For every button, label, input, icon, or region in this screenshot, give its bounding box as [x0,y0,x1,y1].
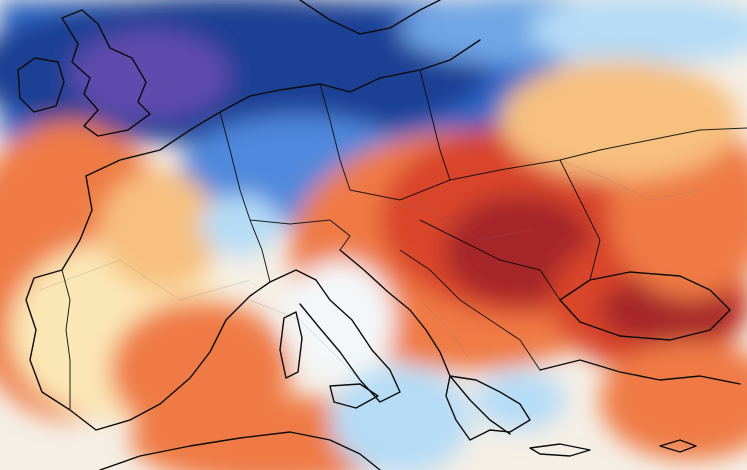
admin-line [379,199,531,241]
turkey-coast [539,359,741,385]
coastlines [17,0,741,470]
border-france-germany [219,111,271,283]
cool-anomaly-italy [285,260,395,380]
cool-north-east [530,0,747,65]
sicily-coast [329,383,379,409]
purple-cold-core [70,30,230,120]
border-hungary-romania [419,219,561,301]
warm-anomaly-france [100,170,220,290]
admin-line [39,259,251,301]
hot-north-east [500,60,740,180]
sardinia-coast [279,311,303,379]
iberia-coast [25,175,271,431]
admin-line [249,299,361,381]
cyprus-coast [659,439,697,453]
border-poland-east [419,69,451,181]
scandinavia-coast [299,0,441,35]
cool-anomaly-mediterranean [330,365,470,470]
border-ukraine [559,159,601,281]
crete-coast [529,443,591,457]
black-sea-coast [559,271,731,341]
border-germany-poland [319,83,351,191]
admin-boundaries [39,159,701,381]
admin-line [559,159,701,201]
italy-coast [269,269,401,403]
north-africa-coast [99,431,381,470]
greece-coast [445,375,531,441]
country-borders [61,69,747,410]
border-spain-portugal [61,269,71,410]
admin-line [419,299,471,361]
cool-alps [200,195,280,255]
border-alps [249,219,351,251]
border-balkans [399,249,541,371]
balkan-coast [339,249,511,435]
cool-anomaly-aegean [475,370,565,430]
ireland-coast [17,57,65,113]
hot-turkey [600,340,747,460]
great-britain-coast [61,9,151,137]
